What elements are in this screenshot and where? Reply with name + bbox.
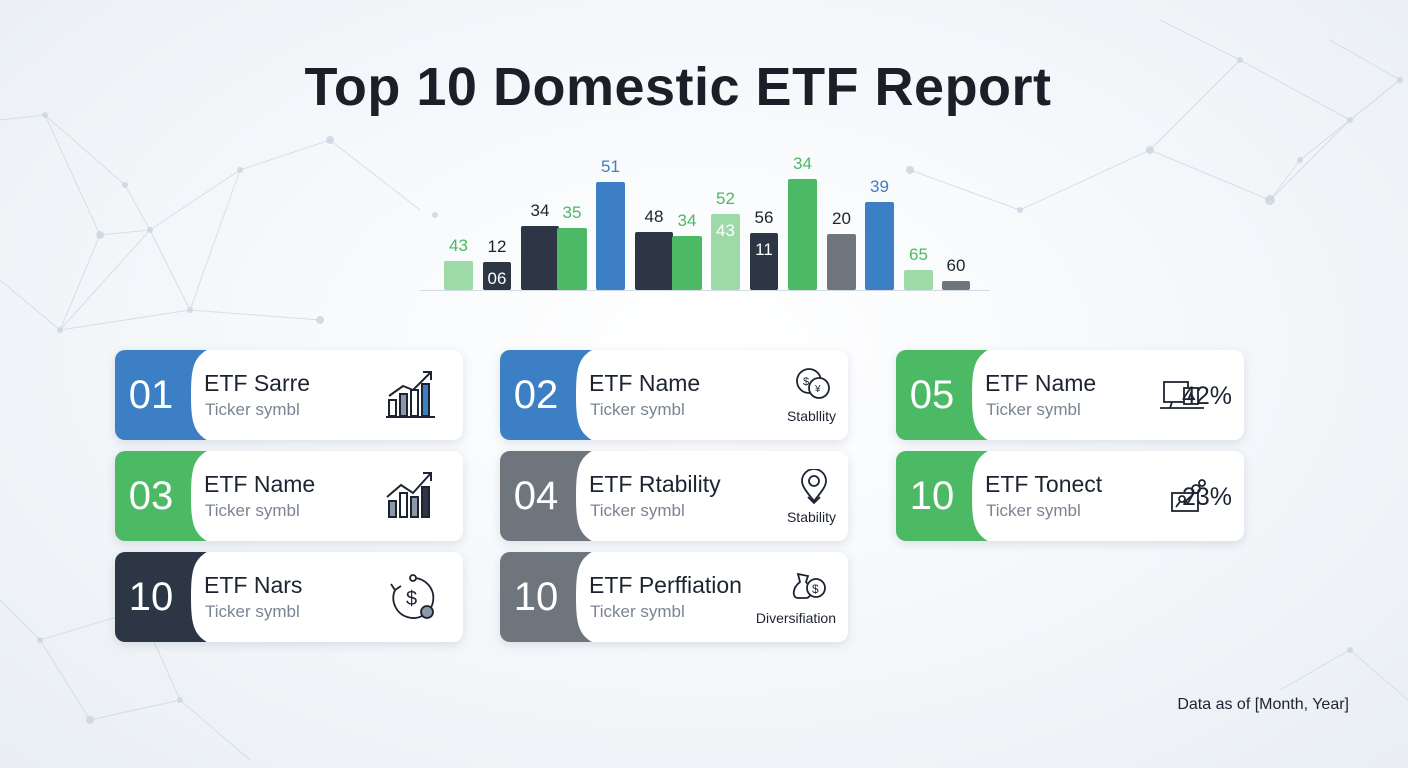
rank-tab-curve — [185, 552, 207, 642]
bar-value-label: 43 — [449, 236, 468, 255]
page-title: Top 10 Domestic ETF Report — [304, 57, 1052, 117]
bar-4 — [557, 228, 587, 290]
bar-value-label: 34 — [678, 211, 697, 230]
rank-tab-curve — [570, 451, 592, 541]
etf-metric-caption: Diversifiation — [755, 610, 836, 626]
bar-value-label: 56 — [755, 208, 774, 227]
etf-name: ETF Perffiation — [589, 572, 742, 598]
etf-ticker: Ticker symbl — [205, 400, 300, 419]
bar-value-label: 60 — [947, 256, 966, 275]
bar-value-label: 51 — [601, 157, 620, 176]
etf-percent-value: 23% — [1181, 483, 1232, 511]
etf-ticker: Ticker symbl — [986, 400, 1081, 419]
bar-2 — [483, 262, 511, 290]
etf-card: 10 ETF Perffiation Ticker symbl $ Diversifia… — [500, 552, 848, 642]
trend-chart-icon — [383, 467, 439, 528]
etf-ticker: Ticker symbl — [205, 602, 300, 621]
etf-name: ETF Name — [204, 471, 316, 497]
etf-name: ETF Tonect — [985, 471, 1103, 497]
svg-text:¥: ¥ — [814, 384, 821, 395]
bar-value-label: 65 — [909, 245, 928, 264]
etf-name: ETF Name — [985, 370, 1097, 396]
data-date-note: Data as of [Month, Year] — [1177, 696, 1349, 713]
bar-13 — [904, 270, 933, 290]
etf-ticker: Ticker symbl — [205, 501, 300, 520]
bar-11 — [827, 234, 856, 290]
bar-12 — [865, 202, 894, 290]
coins-exchange-icon: $ ¥ — [794, 366, 834, 409]
etf-name: ETF Name — [589, 370, 701, 396]
bar-8 — [711, 214, 740, 290]
etf-metric-caption: Stability — [786, 509, 836, 525]
bar-inner-label: 43 — [716, 221, 735, 240]
bar-inner-label: 06 — [488, 269, 507, 288]
etf-metric-caption: Stabllity — [786, 408, 836, 424]
etf-card: 10 ETF Tonect Ticker symbl 23% — [896, 451, 1244, 541]
rank-tab-curve — [185, 350, 207, 440]
etf-ticker: Ticker symbl — [590, 400, 685, 419]
bar-9 — [750, 233, 778, 290]
svg-text:$: $ — [803, 376, 809, 388]
bar-value-label: 48 — [645, 207, 664, 226]
bar-value-label: 35 — [563, 203, 582, 222]
bar-value-label: 34 — [531, 201, 550, 220]
bar-1 — [444, 261, 473, 290]
etf-ticker: Ticker symbl — [986, 501, 1081, 520]
rank-tab-curve — [570, 350, 592, 440]
bar-growth-icon — [383, 366, 439, 427]
bar-value-label: 39 — [870, 177, 889, 196]
bar-10 — [788, 179, 817, 290]
bar-5 — [596, 182, 625, 290]
bar-inner-label: 11 — [755, 240, 773, 259]
rank-tab-curve — [570, 552, 592, 642]
computer-monitor-icon — [1160, 378, 1204, 419]
growth-nodes-icon — [1168, 477, 1206, 520]
etf-name: ETF Sarre — [204, 370, 311, 396]
etf-card: 03 ETF Name Ticker symbl — [115, 451, 463, 541]
etf-card: 05 ETF Name Ticker symbl 42% — [896, 350, 1244, 440]
bar-value-label: 34 — [793, 154, 812, 173]
etf-ticker: Ticker symbl — [590, 501, 685, 520]
etf-card: 04 ETF Rtability Ticker symbl Stability — [500, 451, 848, 541]
etf-card: 01 ETF Sarre Ticker symbl — [115, 350, 463, 440]
bar-6 — [635, 232, 673, 290]
bar-3 — [521, 226, 559, 290]
bar-value-label: 20 — [832, 209, 851, 228]
etf-percent-value: 42% — [1181, 382, 1232, 410]
dollar-cycle-icon: $ — [387, 572, 439, 629]
bar-value-label: 12 — [488, 237, 507, 256]
location-pin-icon — [798, 468, 830, 510]
money-bag-icon: $ — [790, 568, 830, 609]
rank-tab-curve — [966, 451, 988, 541]
etf-name: ETF Nars — [204, 572, 303, 598]
bar-value-label: 52 — [716, 189, 735, 208]
bar-7 — [672, 236, 702, 290]
rank-tab-curve — [966, 350, 988, 440]
etf-card: 02 ETF Name Ticker symbl $ ¥ Stabllity — [500, 350, 848, 440]
rank-tab-curve — [185, 451, 207, 541]
etf-card: 10 ETF Nars Ticker symbl $ — [115, 552, 463, 642]
etf-ticker: Ticker symbl — [590, 602, 685, 621]
etf-name: ETF Rtability — [589, 471, 721, 497]
svg-text:$: $ — [812, 582, 819, 596]
svg-text:$: $ — [406, 588, 417, 610]
bar-14 — [942, 281, 970, 290]
